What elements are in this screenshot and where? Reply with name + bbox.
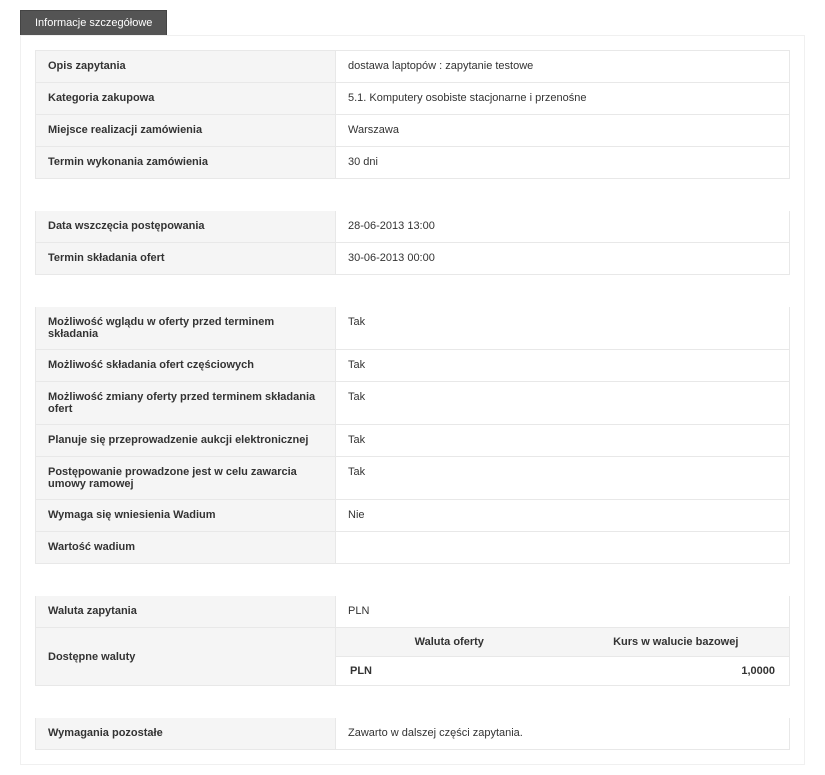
row-value: 28-06-2013 13:00 — [336, 211, 789, 242]
row-label: Postępowanie prowadzone jest w celu zawa… — [36, 457, 336, 499]
currency-cell-rate: 1,0000 — [563, 657, 790, 685]
row-value: Tak — [336, 425, 789, 456]
currency-header-name: Waluta oferty — [336, 628, 563, 656]
row-value: 5.1. Komputery osobiste stacjonarne i pr… — [336, 83, 789, 114]
detail-row: Waluta zapytaniaPLN — [35, 596, 790, 628]
row-label: Możliwość zmiany oferty przed terminem s… — [36, 382, 336, 424]
row-value: 30-06-2013 00:00 — [336, 243, 789, 274]
row-label: Opis zapytania — [36, 51, 336, 82]
row-value: Tak — [336, 307, 789, 349]
currency-header-rate: Kurs w walucie bazowej — [563, 628, 790, 656]
row-label: Data wszczęcia postępowania — [36, 211, 336, 242]
detail-row: Wymaga się wniesienia WadiumNie — [35, 500, 790, 532]
row-label: Dostępne waluty — [36, 628, 336, 685]
row-label: Termin składania ofert — [36, 243, 336, 274]
row-value: dostawa laptopów : zapytanie testowe — [336, 51, 789, 82]
available-currencies-row: Dostępne walutyWaluta ofertyKurs w waluc… — [35, 628, 790, 686]
row-value: Tak — [336, 350, 789, 381]
separator — [35, 686, 790, 718]
detail-row: Termin składania ofert30-06-2013 00:00 — [35, 243, 790, 275]
row-value: Nie — [336, 500, 789, 531]
row-value: Tak — [336, 457, 789, 499]
separator — [35, 564, 790, 596]
detail-row: Termin wykonania zamówienia30 dni — [35, 147, 790, 179]
row-label: Kategoria zakupowa — [36, 83, 336, 114]
row-label: Wartość wadium — [36, 532, 336, 563]
row-label: Wymaga się wniesienia Wadium — [36, 500, 336, 531]
separator — [35, 275, 790, 307]
row-value: Zawarto w dalszej części zapytania. — [336, 718, 789, 749]
row-label: Waluta zapytania — [36, 596, 336, 627]
detail-row: Kategoria zakupowa5.1. Komputery osobist… — [35, 83, 790, 115]
row-label: Planuje się przeprowadzenie aukcji elekt… — [36, 425, 336, 456]
detail-row: Opis zapytaniadostawa laptopów : zapytan… — [35, 51, 790, 83]
row-value — [336, 532, 789, 563]
detail-row: Miejsce realizacji zamówieniaWarszawa — [35, 115, 790, 147]
detail-row: Wartość wadium — [35, 532, 790, 564]
row-value: Tak — [336, 382, 789, 424]
row-label: Wymagania pozostałe — [36, 718, 336, 749]
currency-cell-name: PLN — [336, 657, 563, 685]
details-panel: Opis zapytaniadostawa laptopów : zapytan… — [20, 35, 805, 765]
detail-row: Wymagania pozostałeZawarto w dalszej czę… — [35, 718, 790, 750]
detail-row: Planuje się przeprowadzenie aukcji elekt… — [35, 425, 790, 457]
row-label: Termin wykonania zamówienia — [36, 147, 336, 178]
tab-title: Informacje szczegółowe — [35, 17, 152, 29]
detail-row: Możliwość składania ofert częściowychTak — [35, 350, 790, 382]
row-label: Możliwość wglądu w oferty przed terminem… — [36, 307, 336, 349]
detail-row: Możliwość wglądu w oferty przed terminem… — [35, 307, 790, 350]
row-label: Miejsce realizacji zamówienia — [36, 115, 336, 146]
separator — [35, 179, 790, 211]
row-value: PLN — [336, 596, 789, 627]
row-value: Warszawa — [336, 115, 789, 146]
row-label: Możliwość składania ofert częściowych — [36, 350, 336, 381]
row-value: 30 dni — [336, 147, 789, 178]
details-tab[interactable]: Informacje szczegółowe — [20, 10, 167, 35]
currency-table: Waluta ofertyKurs w walucie bazowejPLN1,… — [336, 628, 789, 685]
detail-row: Możliwość zmiany oferty przed terminem s… — [35, 382, 790, 425]
detail-row: Postępowanie prowadzone jest w celu zawa… — [35, 457, 790, 500]
detail-row: Data wszczęcia postępowania28-06-2013 13… — [35, 211, 790, 243]
